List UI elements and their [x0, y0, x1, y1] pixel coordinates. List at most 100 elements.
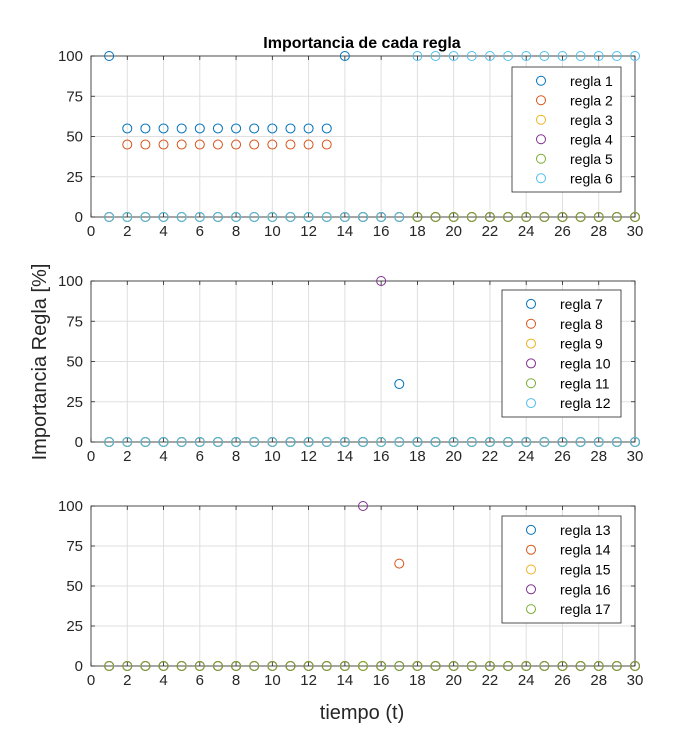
data-point: [194, 212, 205, 222]
data-point: [303, 123, 314, 134]
x-tick-label: 10: [264, 672, 281, 689]
x-tick-label: 2: [123, 448, 131, 465]
x-tick-label: 6: [196, 448, 204, 465]
data-point: [575, 212, 586, 222]
data-point: [321, 212, 332, 222]
x-tick-label: 18: [409, 448, 426, 465]
x-tick-label: 22: [482, 672, 499, 689]
y-tick-label: 25: [66, 169, 83, 186]
data-point: [249, 123, 260, 134]
legend-label: regla 13: [560, 522, 611, 538]
data-point: [285, 437, 296, 447]
data-point: [412, 661, 423, 671]
data-point: [339, 437, 350, 447]
data-point: [539, 212, 550, 222]
x-tick-label: 22: [482, 448, 499, 465]
data-point: [122, 661, 133, 671]
subplot-3: 0 2 4 6 8 10 12 14 16 18 20 22 24 26 28 300255075100reg…: [58, 498, 643, 689]
x-tick-label: 4: [159, 223, 167, 240]
data-point: [267, 661, 278, 671]
data-point: [303, 437, 314, 447]
x-tick-label: 12: [300, 223, 317, 240]
x-tick-label: 0: [87, 672, 95, 689]
data-point: [484, 212, 495, 222]
data-point: [611, 661, 622, 671]
y-tick-label: 75: [66, 88, 83, 105]
data-point: [394, 212, 405, 222]
data-point: [339, 51, 350, 61]
data-point: [267, 212, 278, 222]
data-point: [630, 437, 640, 447]
x-tick-label: 24: [518, 672, 535, 689]
x-tick-label: 4: [159, 448, 167, 465]
subplot-2: 0 2 4 6 8 10 12 14 16 18 20 22 24 26 28 300255075100reg…: [58, 273, 643, 465]
legend-marker: [526, 358, 536, 369]
data-point: [484, 661, 495, 671]
legend-box: [501, 289, 622, 418]
x-tick-label: 26: [554, 448, 571, 465]
data-point: [557, 661, 568, 671]
x-tick-label: 14: [337, 672, 354, 689]
data-point: [376, 276, 387, 286]
data-point: [394, 379, 405, 390]
y-tick-label: 50: [66, 354, 83, 371]
x-tick-label: 26: [554, 223, 571, 240]
data-point: [212, 437, 223, 447]
data-point: [285, 661, 296, 671]
data-point: [394, 558, 405, 569]
data-point: [611, 437, 622, 447]
data-point: [575, 437, 586, 447]
data-point: [303, 661, 314, 671]
y-tick-label: 0: [75, 434, 83, 451]
x-tick-label: 18: [409, 223, 426, 240]
data-point: [158, 661, 169, 671]
data-point: [575, 51, 586, 61]
data-point: [194, 139, 205, 150]
data-point: [140, 139, 151, 150]
data-point: [176, 437, 187, 447]
x-tick-label: 18: [409, 672, 426, 689]
series-regla-12: [104, 437, 640, 447]
legend-label: regla 3: [570, 112, 613, 128]
data-point: [285, 123, 296, 134]
data-point: [285, 212, 296, 222]
data-point: [176, 139, 187, 150]
y-tick-label: 100: [58, 273, 83, 290]
data-point: [394, 661, 405, 671]
data-point: [194, 123, 205, 134]
data-point: [249, 212, 260, 222]
legend-marker: [526, 524, 536, 535]
data-point: [303, 139, 314, 150]
data-point: [484, 437, 495, 447]
data-point: [430, 437, 441, 447]
legend-label: regla 15: [560, 562, 611, 578]
x-tick-label: 2: [123, 672, 131, 689]
data-point: [212, 123, 223, 134]
data-point: [412, 51, 423, 61]
y-tick-label: 0: [75, 658, 83, 675]
y-tick-label: 0: [75, 209, 83, 226]
data-point: [593, 51, 604, 61]
data-point: [593, 212, 604, 222]
y-tick-label: 75: [66, 313, 83, 330]
legend-label: regla 7: [560, 296, 603, 312]
data-point: [448, 212, 459, 222]
data-point: [140, 123, 151, 134]
x-tick-label: 24: [518, 448, 535, 465]
data-point: [557, 437, 568, 447]
data-point: [593, 661, 604, 671]
legend-label: regla 8: [560, 316, 603, 332]
data-point: [267, 123, 278, 134]
x-tick-label: 26: [554, 672, 571, 689]
data-point: [104, 51, 115, 61]
data-point: [231, 123, 242, 134]
legend-box: [511, 66, 622, 193]
data-point: [358, 501, 368, 511]
data-point: [158, 212, 169, 222]
data-point: [484, 51, 495, 61]
data-point: [430, 51, 441, 61]
data-point: [339, 212, 350, 222]
y-tick-label: 100: [58, 498, 83, 515]
legend-marker: [536, 114, 546, 125]
